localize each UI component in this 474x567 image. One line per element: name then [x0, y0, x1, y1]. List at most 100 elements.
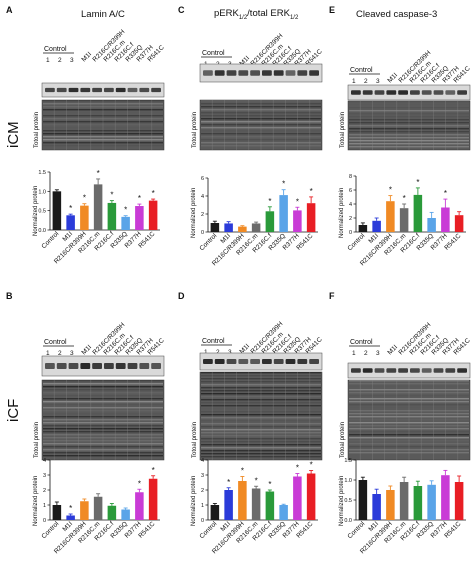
significance-star: * [138, 479, 141, 488]
blot-band [203, 70, 213, 76]
significance-star: * [268, 480, 271, 489]
blot-band [151, 363, 161, 369]
blot-band [351, 368, 361, 373]
blot-bands-c [199, 63, 323, 83]
bar [66, 215, 75, 230]
blot-band [139, 363, 150, 369]
significance-star: * [444, 189, 447, 198]
blot-bands-a [41, 82, 165, 98]
y-axis-title: Normalized protein [33, 186, 39, 236]
lane-number: 2 [364, 350, 368, 357]
bar [224, 223, 233, 232]
lane-number: 3 [70, 57, 74, 64]
lane-number: 3 [70, 350, 74, 357]
bar [135, 206, 144, 230]
blot-band [262, 358, 272, 365]
blot-band [115, 363, 126, 369]
bar [93, 184, 103, 230]
significance-star: * [227, 478, 230, 487]
blot-band [398, 368, 408, 373]
bar [399, 208, 409, 232]
blot-band [374, 368, 385, 373]
blot-band [214, 70, 225, 76]
significance-star: * [152, 466, 155, 475]
panel-letter-f: F [329, 291, 335, 301]
bar [293, 210, 302, 232]
blot-band [104, 363, 114, 369]
bar [265, 211, 275, 232]
blot-band [445, 368, 456, 373]
blot-band [151, 87, 161, 93]
blot-band [238, 358, 249, 365]
blot-band [285, 70, 296, 76]
blot-band [421, 90, 432, 95]
bar [427, 484, 436, 520]
title-perk-mid: /total ERK [247, 8, 290, 19]
y-axis-title: Normalized protein [191, 188, 197, 238]
blot-bands-b [41, 355, 165, 377]
significance-star: * [69, 204, 72, 213]
blot-band [115, 87, 126, 93]
y-tick-label: 0.0 [38, 228, 46, 234]
lane-number: 2 [364, 78, 368, 85]
y-tick-label: 2 [349, 216, 352, 222]
blot-label-a: Totoal protein [34, 112, 40, 148]
title-caspase: Cleaved caspase-3 [356, 9, 438, 20]
y-tick-label: 0 [349, 230, 352, 236]
blot-band [203, 358, 213, 365]
panel-letter-a: A [6, 5, 13, 15]
bar [210, 505, 220, 520]
y-tick-label: 0 [201, 518, 204, 524]
blot-band [445, 90, 456, 95]
y-tick-label: 1.5 [38, 170, 46, 176]
lane-number: 1 [46, 350, 50, 357]
y-tick-label: 0 [201, 230, 204, 236]
panel-letter-e: E [329, 5, 336, 15]
significance-star: * [416, 178, 419, 187]
blot-band [68, 363, 79, 369]
blot-band [273, 70, 284, 76]
bar [80, 205, 89, 230]
blot-band [56, 87, 67, 93]
blot-band [262, 70, 272, 76]
bar [121, 216, 130, 230]
y-tick-label: 0.5 [38, 209, 46, 215]
bar [454, 215, 464, 232]
blot-label-c: Totoal protein [192, 112, 198, 148]
y-axis-title: Normalized protein [33, 476, 39, 526]
bar [265, 491, 275, 520]
bar [224, 490, 233, 520]
significance-star: * [310, 187, 313, 196]
lane-number: 2 [216, 349, 220, 356]
lane-number: 1 [352, 78, 356, 85]
panel-letter-c: C [178, 5, 185, 15]
blot-band [56, 363, 67, 369]
title-lamin: Lamin A/C [81, 9, 125, 20]
significance-star: * [310, 461, 313, 470]
lane-label: M1I [386, 72, 399, 85]
significance-star: * [124, 206, 127, 215]
y-axis-title: Normalized protein [191, 476, 197, 526]
bar [210, 223, 220, 232]
y-tick-label: 0.0 [344, 518, 352, 524]
bar [148, 200, 158, 230]
blot-band [421, 368, 432, 373]
blot-label-b: Totoal protein [34, 422, 40, 458]
lane-number: 2 [58, 350, 62, 357]
y-tick-label: 2 [201, 488, 204, 494]
blot-band [127, 363, 138, 369]
y-tick-label: 4 [43, 458, 46, 464]
bar [427, 218, 436, 232]
significance-star: * [255, 476, 258, 485]
bar [454, 482, 464, 520]
lane-number: 1 [204, 349, 208, 356]
y-tick-label: 2 [43, 488, 46, 494]
lane-label: M1I [386, 344, 399, 357]
blot-bands-d [199, 352, 323, 371]
blot-band [362, 90, 373, 95]
blot-label-e: Totoal protein [340, 112, 346, 148]
bar [293, 476, 302, 520]
